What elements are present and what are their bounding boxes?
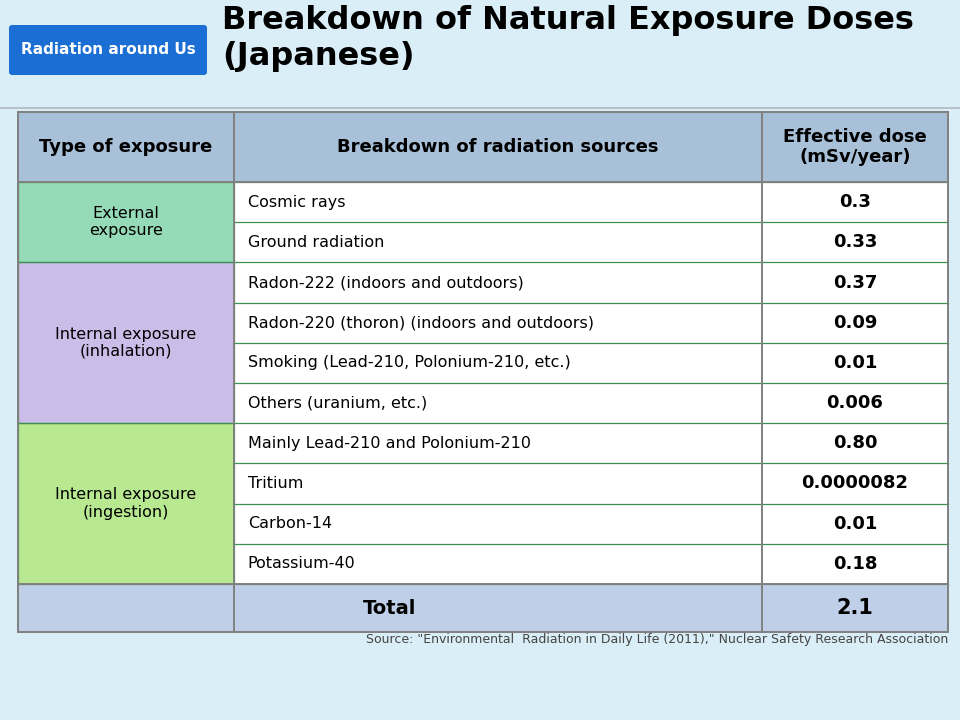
Bar — [18, 112, 948, 632]
Bar — [18, 182, 234, 262]
Text: 0.0000082: 0.0000082 — [802, 474, 908, 492]
Text: Total: Total — [363, 598, 417, 618]
Bar — [234, 423, 948, 464]
Text: Mainly Lead-210 and Polonium-210: Mainly Lead-210 and Polonium-210 — [248, 436, 531, 451]
Text: Carbon-14: Carbon-14 — [248, 516, 332, 531]
Text: Tritium: Tritium — [248, 476, 303, 491]
Bar — [234, 464, 948, 503]
Bar — [234, 222, 948, 262]
Bar — [234, 182, 948, 222]
Bar — [234, 544, 948, 584]
Text: Source: "Environmental  Radiation in Daily Life (2011)," Nuclear Safety Research: Source: "Environmental Radiation in Dail… — [366, 633, 948, 646]
Text: Radon-220 (thoron) (indoors and outdoors): Radon-220 (thoron) (indoors and outdoors… — [248, 315, 593, 330]
Bar — [234, 343, 948, 383]
Bar — [18, 423, 234, 584]
Bar — [0, 0, 960, 110]
Text: 2.1: 2.1 — [836, 598, 874, 618]
Bar — [234, 383, 948, 423]
Bar — [18, 423, 234, 584]
Text: Others (uranium, etc.): Others (uranium, etc.) — [248, 395, 427, 410]
Bar — [234, 262, 948, 302]
Text: 0.3: 0.3 — [839, 193, 871, 211]
Text: 0.09: 0.09 — [833, 314, 877, 332]
FancyBboxPatch shape — [9, 25, 207, 75]
Text: (Japanese): (Japanese) — [222, 42, 415, 73]
Text: Cosmic rays: Cosmic rays — [248, 194, 346, 210]
Text: 0.01: 0.01 — [833, 354, 877, 372]
Text: Radon-222 (indoors and outdoors): Radon-222 (indoors and outdoors) — [248, 275, 523, 290]
Text: Radiation around Us: Radiation around Us — [20, 42, 196, 58]
Text: Effective dose
(mSv/year): Effective dose (mSv/year) — [783, 127, 926, 166]
Text: Internal exposure
(ingestion): Internal exposure (ingestion) — [56, 487, 197, 520]
Text: Type of exposure: Type of exposure — [39, 138, 212, 156]
Bar — [18, 262, 234, 423]
Bar — [18, 584, 948, 632]
Text: Ground radiation: Ground radiation — [248, 235, 384, 250]
Bar — [18, 112, 948, 182]
Text: Potassium-40: Potassium-40 — [248, 557, 355, 572]
Text: Internal exposure
(inhalation): Internal exposure (inhalation) — [56, 327, 197, 359]
Text: 0.37: 0.37 — [833, 274, 877, 292]
Text: Breakdown of radiation sources: Breakdown of radiation sources — [337, 138, 659, 156]
Bar — [18, 262, 234, 423]
Bar — [18, 182, 234, 262]
Bar — [234, 503, 948, 544]
Text: 0.18: 0.18 — [832, 555, 877, 573]
Text: Smoking (Lead-210, Polonium-210, etc.): Smoking (Lead-210, Polonium-210, etc.) — [248, 356, 570, 370]
Text: Breakdown of Natural Exposure Doses: Breakdown of Natural Exposure Doses — [222, 4, 914, 35]
Bar — [234, 302, 948, 343]
Text: 0.80: 0.80 — [832, 434, 877, 452]
Text: External
exposure: External exposure — [89, 206, 163, 238]
Text: 0.01: 0.01 — [833, 515, 877, 533]
Text: 0.006: 0.006 — [827, 394, 883, 412]
Text: 0.33: 0.33 — [833, 233, 877, 251]
